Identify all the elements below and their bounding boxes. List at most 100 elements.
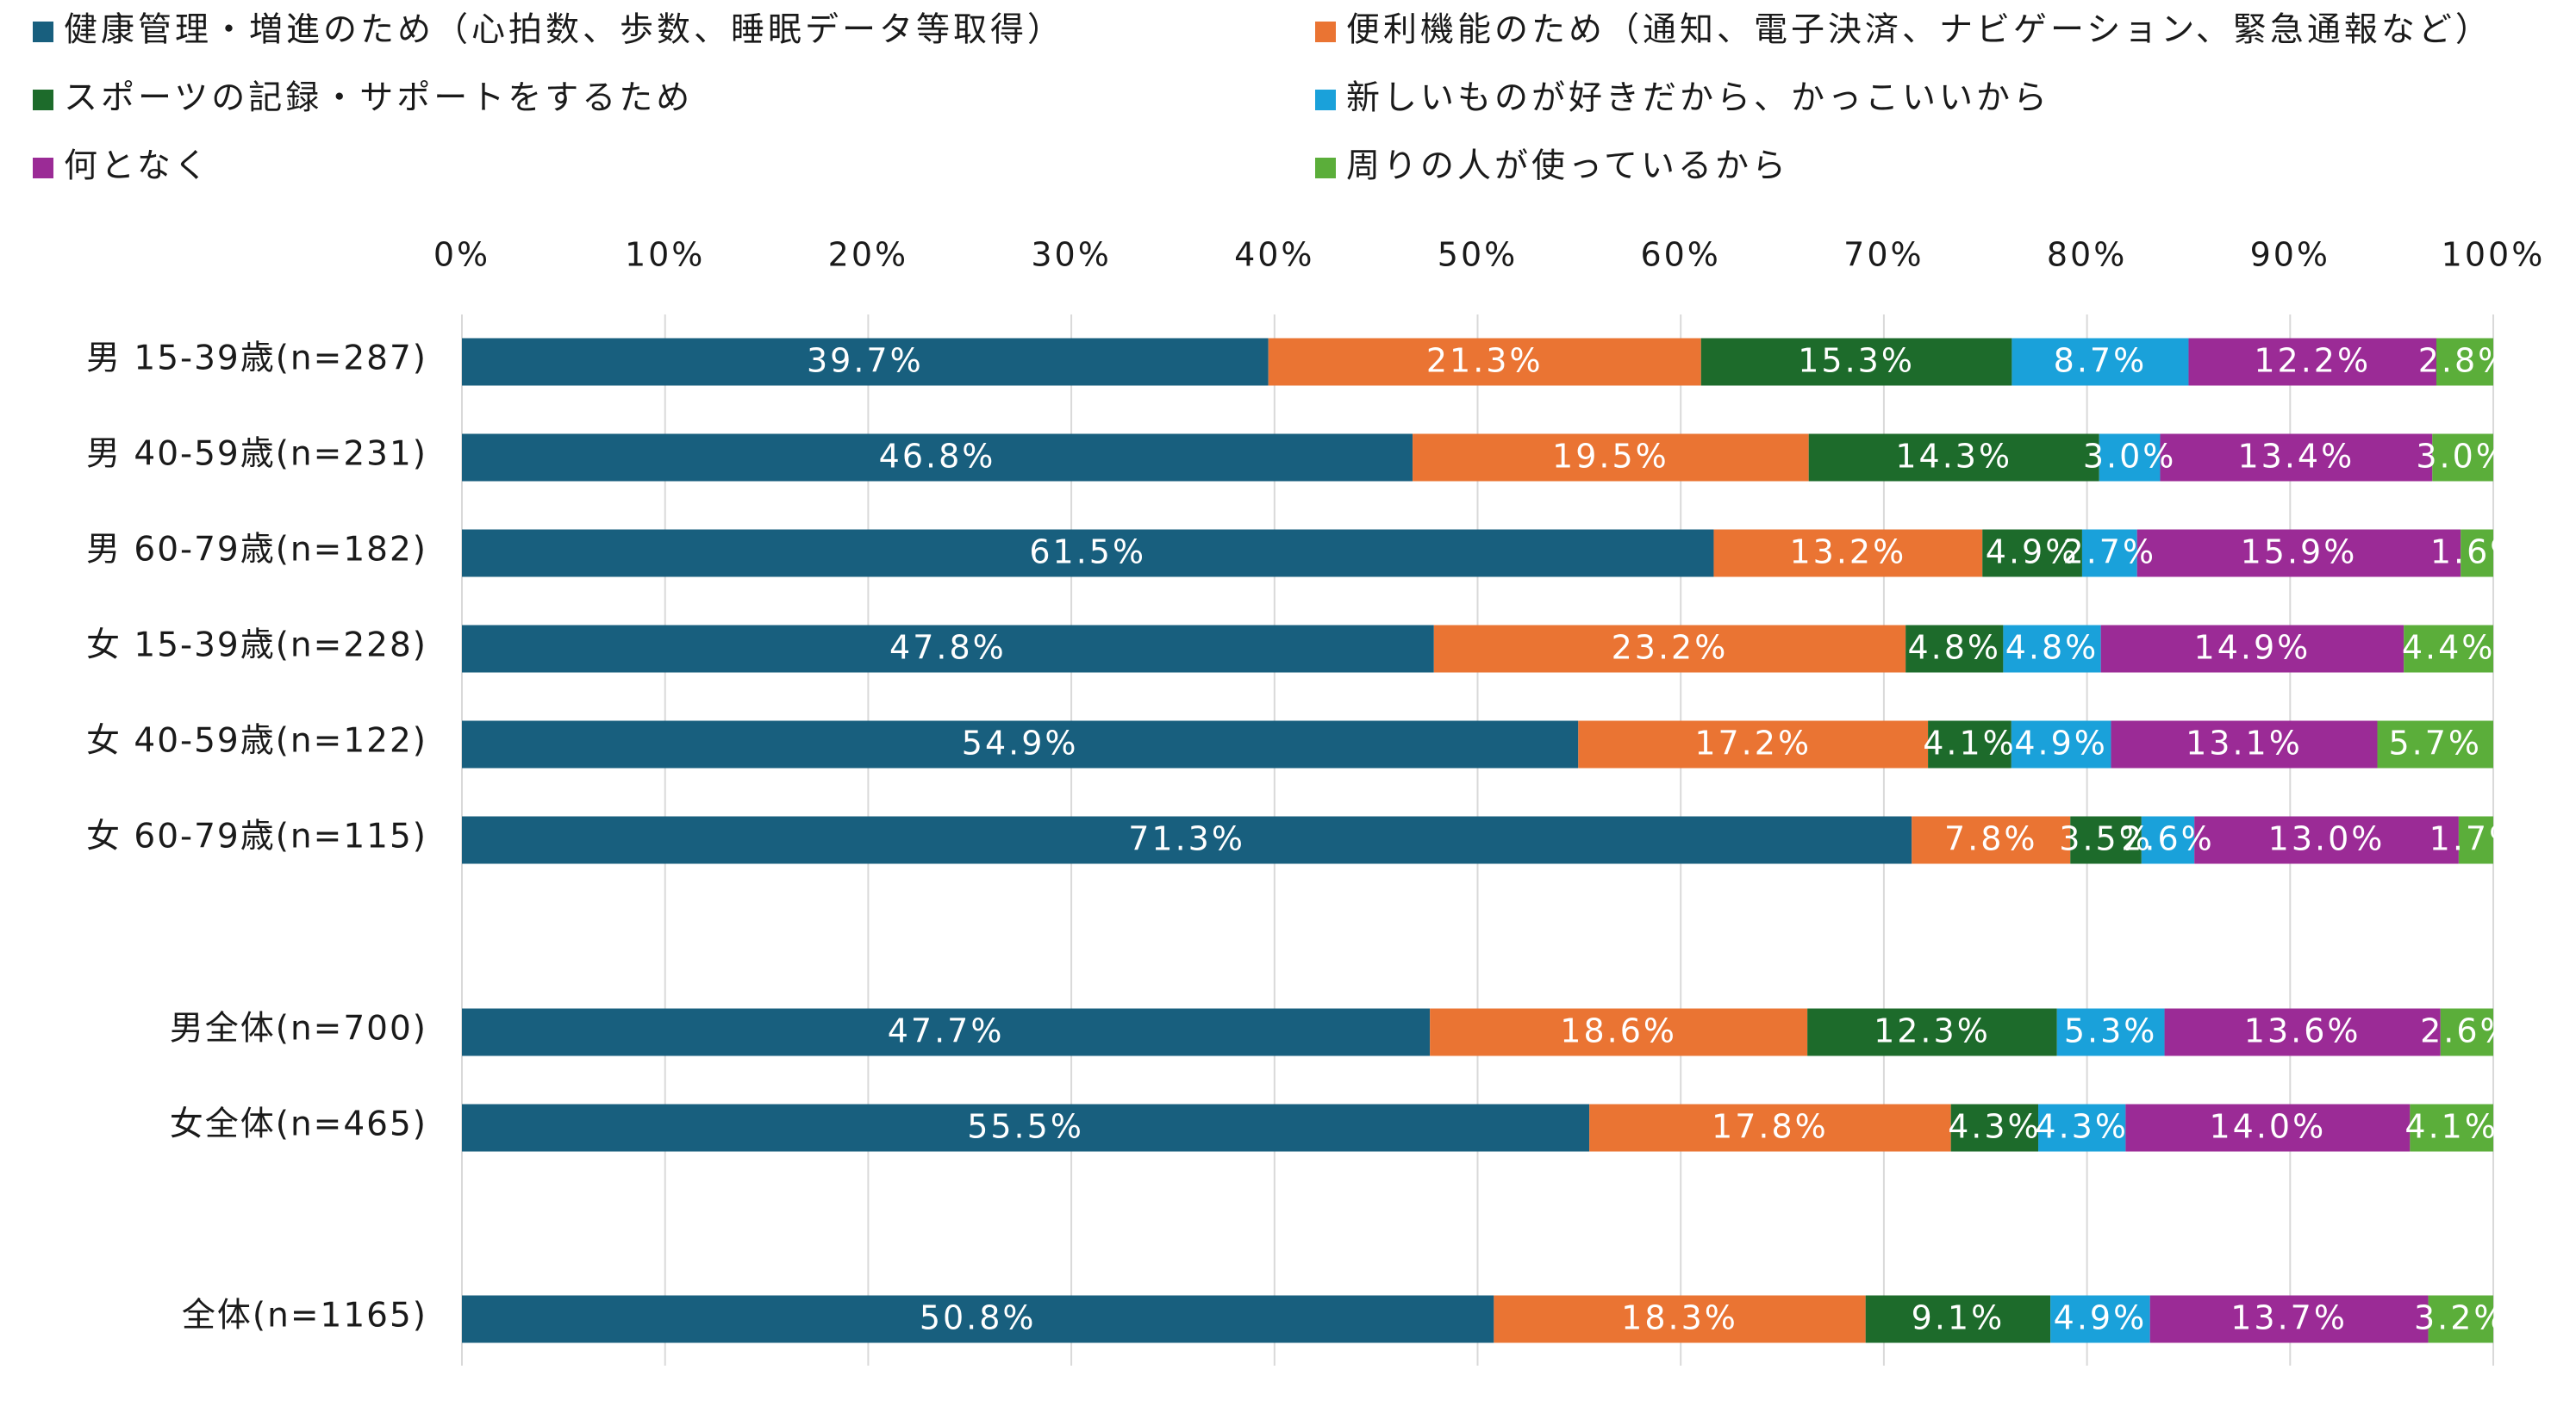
bar-segment: [2428, 1295, 2493, 1343]
data-label: 21.3%: [1426, 342, 1544, 380]
category-label: 男 40-59歳(n=231): [86, 435, 427, 474]
bar-segment: [462, 816, 1912, 864]
bar-segment: [1700, 338, 2012, 386]
bar-segment: [462, 1295, 1494, 1343]
category-label: 女 60-79歳(n=115): [86, 818, 427, 856]
data-label: 39.7%: [807, 342, 924, 380]
x-tick-label: 20%: [828, 236, 908, 274]
bar-segment: [462, 720, 1579, 769]
data-label: 17.8%: [1712, 1108, 1829, 1146]
data-label: 4.1%: [2404, 1108, 2498, 1146]
data-label: 12.2%: [2254, 342, 2371, 380]
data-label: 4.9%: [1986, 533, 2080, 571]
bar-segment: [1912, 816, 2071, 864]
data-label: 18.3%: [1621, 1299, 1738, 1337]
bar-segment: [2404, 625, 2493, 673]
bar-segment: [2149, 1295, 2429, 1343]
data-label: 3.2%: [2414, 1299, 2508, 1337]
data-label: 47.8%: [889, 629, 1007, 667]
bar-segment: [2099, 433, 2161, 482]
data-label: 17.2%: [1694, 725, 1812, 763]
legend-label: 何となく: [64, 147, 211, 186]
data-labels: 39.7% 21.3% 15.3% 8.7% 12.2% 2.8% 46.8% 19.5% 14…: [807, 342, 2524, 1337]
data-label: 19.5%: [1552, 438, 1669, 476]
bar-segment: [462, 433, 1413, 482]
data-label: 14.3%: [1895, 438, 2012, 476]
legend-item: スポーツの記録・サポートをするため: [33, 79, 689, 118]
bar-segment: [2136, 529, 2461, 577]
data-label: 13.6%: [2244, 1012, 2361, 1050]
legend-swatch: [1315, 22, 1336, 42]
category-label: 男全体(n=700): [170, 1010, 427, 1049]
bar-segment: [1950, 1104, 2039, 1152]
bar-segment: [2050, 1295, 2150, 1343]
bar-segment: [2440, 1008, 2493, 1056]
bar-segment: [2188, 338, 2437, 386]
data-label: 15.3%: [1798, 342, 1915, 380]
data-label: 3.0%: [2083, 438, 2177, 476]
data-label: 4.9%: [2014, 725, 2108, 763]
bar-segment: [2003, 625, 2101, 673]
data-label: 4.8%: [1907, 629, 2001, 667]
bar-segment: [2038, 1104, 2126, 1152]
bar-segment: [1807, 1008, 2057, 1056]
data-label: 15.9%: [2241, 533, 2358, 571]
legend-swatch: [33, 90, 53, 110]
bar-segment: [1982, 529, 2082, 577]
x-tick-label: 100%: [2442, 236, 2546, 274]
bar-segment: [1928, 720, 2012, 769]
bar-segment: [462, 1104, 1590, 1152]
data-label: 5.3%: [2064, 1012, 2158, 1050]
bar-segment: [2432, 433, 2493, 482]
x-tick-label: 0%: [433, 236, 490, 274]
data-label: 7.8%: [1944, 820, 2038, 858]
legend-label: 周りの人が使っているから: [1346, 147, 1789, 186]
bar-segment: [2125, 1104, 2411, 1152]
legend-item: 健康管理・増進のため（心拍数、歩数、睡眠データ等取得）: [33, 11, 1061, 50]
data-label: 23.2%: [1612, 629, 1729, 667]
data-label: 55.5%: [967, 1108, 1084, 1146]
legend-item: 何となく: [33, 147, 211, 186]
data-label: 12.3%: [1874, 1012, 1991, 1050]
legend-swatch: [1315, 158, 1336, 178]
bar-segment: [2436, 338, 2493, 386]
data-label: 14.9%: [2194, 629, 2311, 667]
data-label: 4.1%: [1923, 725, 2017, 763]
data-label: 4.4%: [2402, 629, 2496, 667]
bar-segment: [2111, 720, 2378, 769]
bar-segment: [1494, 1295, 1866, 1343]
data-label: 13.4%: [2238, 438, 2355, 476]
data-label: 4.3%: [2035, 1108, 2129, 1146]
bar-segment: [2458, 816, 2493, 864]
category-label: 男 60-79歳(n=182): [86, 531, 427, 570]
legend-label: 便利機能のため（通知、電子決済、ナビゲーション、緊急通報など）: [1346, 11, 2492, 50]
bar-segment: [462, 1008, 1431, 1056]
data-label: 54.9%: [962, 725, 1079, 763]
legend-item: 周りの人が使っているから: [1315, 147, 1789, 186]
bar-segment: [1808, 433, 2099, 482]
data-label: 4.9%: [2054, 1299, 2148, 1337]
legend-item: 便利機能のため（通知、電子決済、ナビゲーション、緊急通報など）: [1315, 11, 2492, 50]
bar-segment: [1905, 625, 2004, 673]
legend-label: 新しいものが好きだから、かっこいいから: [1346, 79, 2050, 118]
category-label: 女 40-59歳(n=122): [86, 722, 427, 761]
x-tick-label: 70%: [1843, 236, 1924, 274]
bar-segment: [1713, 529, 1983, 577]
bar-segment: [2377, 720, 2493, 769]
bar-segment: [1589, 1104, 1951, 1152]
category-label: 女 15-39歳(n=228): [86, 626, 427, 665]
data-label: 4.3%: [1948, 1108, 2042, 1146]
x-axis-ticks: 0% 10% 20% 30% 40% 50% 60% 70% 80% 90% 100%: [433, 236, 2546, 274]
data-label: 4.8%: [2005, 629, 2099, 667]
data-label: 1.6%: [2430, 533, 2524, 571]
bar-segment: [2012, 338, 2189, 386]
bar-segment: [2011, 720, 2111, 769]
bar-segment: [2141, 816, 2195, 864]
bar-segment: [462, 625, 1434, 673]
legend: 健康管理・増進のため（心拍数、歩数、睡眠データ等取得） 便利機能のため（通知、電子…: [33, 11, 2492, 186]
data-label: 13.7%: [2230, 1299, 2348, 1337]
x-tick-label: 30%: [1031, 236, 1111, 274]
bar-segment: [462, 529, 1714, 577]
data-label: 18.6%: [1560, 1012, 1677, 1050]
